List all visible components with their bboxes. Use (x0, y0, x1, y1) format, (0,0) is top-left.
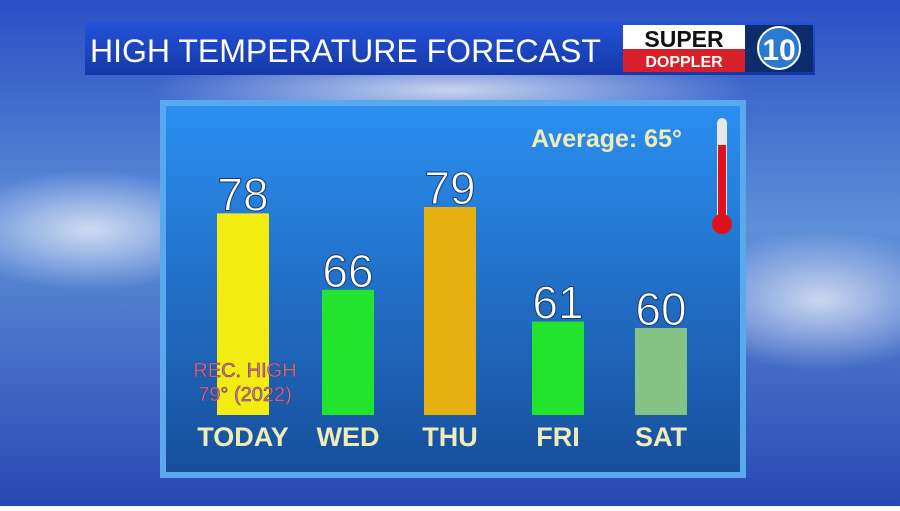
record-label: REC. HIGH (193, 360, 296, 382)
value-label: 79 (424, 162, 475, 214)
logo-number: 10 (762, 34, 795, 67)
value-label: 61 (532, 277, 583, 329)
average-label: Average: 65° (531, 125, 682, 153)
x-tick-label: TODAY (197, 422, 289, 452)
value-label: 78 (217, 168, 268, 220)
value-label: 60 (635, 283, 686, 335)
record-label: 79° (2022) (198, 384, 292, 406)
value-label: 66 (322, 245, 373, 297)
x-tick-label: FRI (536, 422, 580, 452)
logo-box (623, 25, 745, 49)
bar (217, 213, 269, 415)
logo-text: DOPPLER (645, 54, 723, 71)
x-tick-label: THU (422, 422, 478, 452)
chart-title: HIGH TEMPERATURE FORECAST (90, 33, 601, 69)
x-tick-label: SAT (635, 422, 688, 452)
logo-circle (757, 26, 801, 70)
thermometer-fill (718, 145, 726, 225)
logo-box (623, 49, 745, 72)
bar (424, 207, 476, 415)
logo-text: SUPER (644, 26, 724, 52)
bar (532, 321, 584, 415)
thermometer-bulb (712, 214, 732, 234)
bar (322, 289, 374, 415)
bar (635, 328, 687, 415)
x-tick-label: WED (317, 422, 380, 452)
